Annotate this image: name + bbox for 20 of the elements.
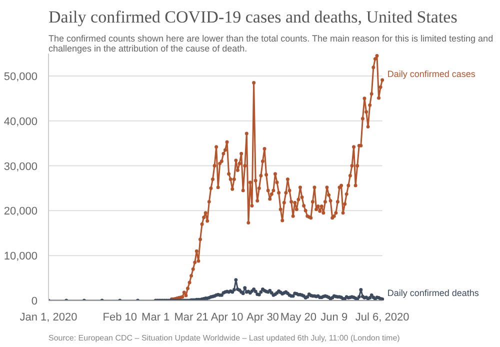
x-tick-label: Jul 6, 2020 [355,312,410,324]
x-tick-label: May 20 [280,312,316,324]
y-tick-label: 50,000 [4,70,38,83]
series-label: Daily confirmed cases [387,68,476,79]
y-tick-label: 0 [31,296,38,308]
x-tick-label: Mar 1 [142,312,170,324]
x-tick-label: Mar 21 [174,312,208,324]
chart-subtitle: The confirmed counts shown here are lower than the total counts. The main reason for this is limited testing and challenges in the attribution of the cause of death. [48,34,494,54]
x-tick-label: Jan 1, 2020 [20,312,78,324]
y-tick-label: 20,000 [4,206,38,218]
x-tick-label: Apr 30 [246,312,279,324]
chart-title: Daily confirmed COVID-19 cases and deaths, United States [48,8,458,26]
y-tick-label: 10,000 [4,250,38,263]
y-tick-label: 30,000 [4,160,38,173]
x-tick-label: Apr 10 [210,312,244,324]
x-tick-label: Jun 9 [320,312,348,324]
series-label: Daily confirmed deaths [387,288,480,298]
x-tick-label: Feb 10 [102,312,138,324]
source-note: Source: European CDC – Situation Update Worldwide – Last updated 6th July, 11:00 (London time) [48,334,400,342]
y-tick-label: 40,000 [4,116,38,128]
